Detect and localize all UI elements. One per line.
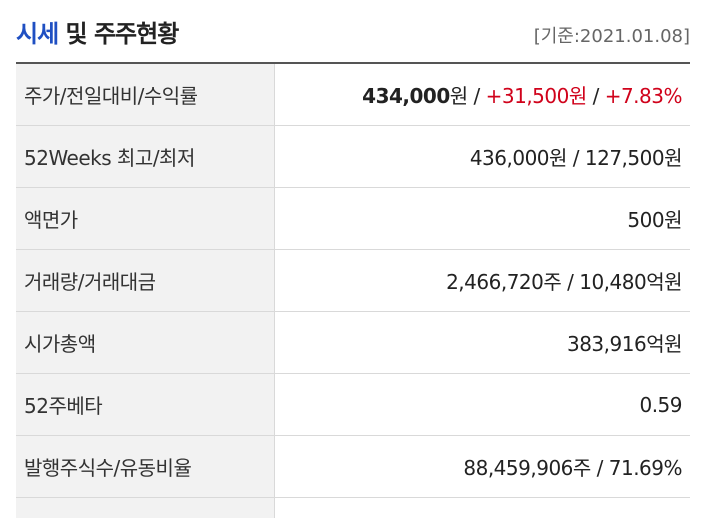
price-value: 434,000 [362, 84, 450, 108]
row-label-price: 주가/전일대비/수익률 [16, 63, 275, 126]
row-value-52weeks: 436,000원 / 127,500원 [275, 126, 691, 188]
row-label-volume: 거래량/거래대금 [16, 250, 275, 312]
market-info-table: 주가/전일대비/수익률 434,000원 / +31,500원 / +7.83%… [16, 62, 690, 518]
table-row: 52Weeks 최고/최저 436,000원 / 127,500원 [16, 126, 690, 188]
table-row-partial [16, 498, 690, 518]
row-label-beta: 52주베타 [16, 374, 275, 436]
row-label-partial [16, 498, 275, 518]
row-value-beta: 0.59 [275, 374, 691, 436]
price-unit: 원 [450, 84, 468, 108]
row-value-par-value: 500원 [275, 188, 691, 250]
row-label-par-value: 액면가 [16, 188, 275, 250]
table-row: 거래량/거래대금 2,466,720주 / 10,480억원 [16, 250, 690, 312]
table-row: 발행주식수/유동비율 88,459,906주 / 71.69% [16, 436, 690, 498]
section-header: 시세 및 주주현황 [기준:2021.01.08] [0, 0, 708, 62]
row-label-52weeks: 52Weeks 최고/최저 [16, 126, 275, 188]
table-row: 시가총액 383,916억원 [16, 312, 690, 374]
basis-date: [기준:2021.01.08] [534, 22, 690, 48]
row-value-price: 434,000원 / +31,500원 / +7.83% [275, 63, 691, 126]
table-row: 액면가 500원 [16, 188, 690, 250]
row-value-volume: 2,466,720주 / 10,480억원 [275, 250, 691, 312]
separator: / [468, 84, 486, 108]
price-change: +31,500원 [486, 84, 587, 108]
table-row: 주가/전일대비/수익률 434,000원 / +31,500원 / +7.83% [16, 63, 690, 126]
price-change-rate: +7.83% [605, 84, 682, 108]
table-row: 52주베타 0.59 [16, 374, 690, 436]
section-title-rest: 및 주주현황 [58, 20, 178, 48]
row-label-shares: 발행주식수/유동비율 [16, 436, 275, 498]
row-value-partial [275, 498, 691, 518]
section-title: 시세 및 주주현황 [16, 14, 178, 49]
row-value-market-cap: 383,916억원 [275, 312, 691, 374]
row-label-market-cap: 시가총액 [16, 312, 275, 374]
row-value-shares: 88,459,906주 / 71.69% [275, 436, 691, 498]
section-title-accent: 시세 [16, 20, 58, 48]
separator: / [587, 84, 605, 108]
